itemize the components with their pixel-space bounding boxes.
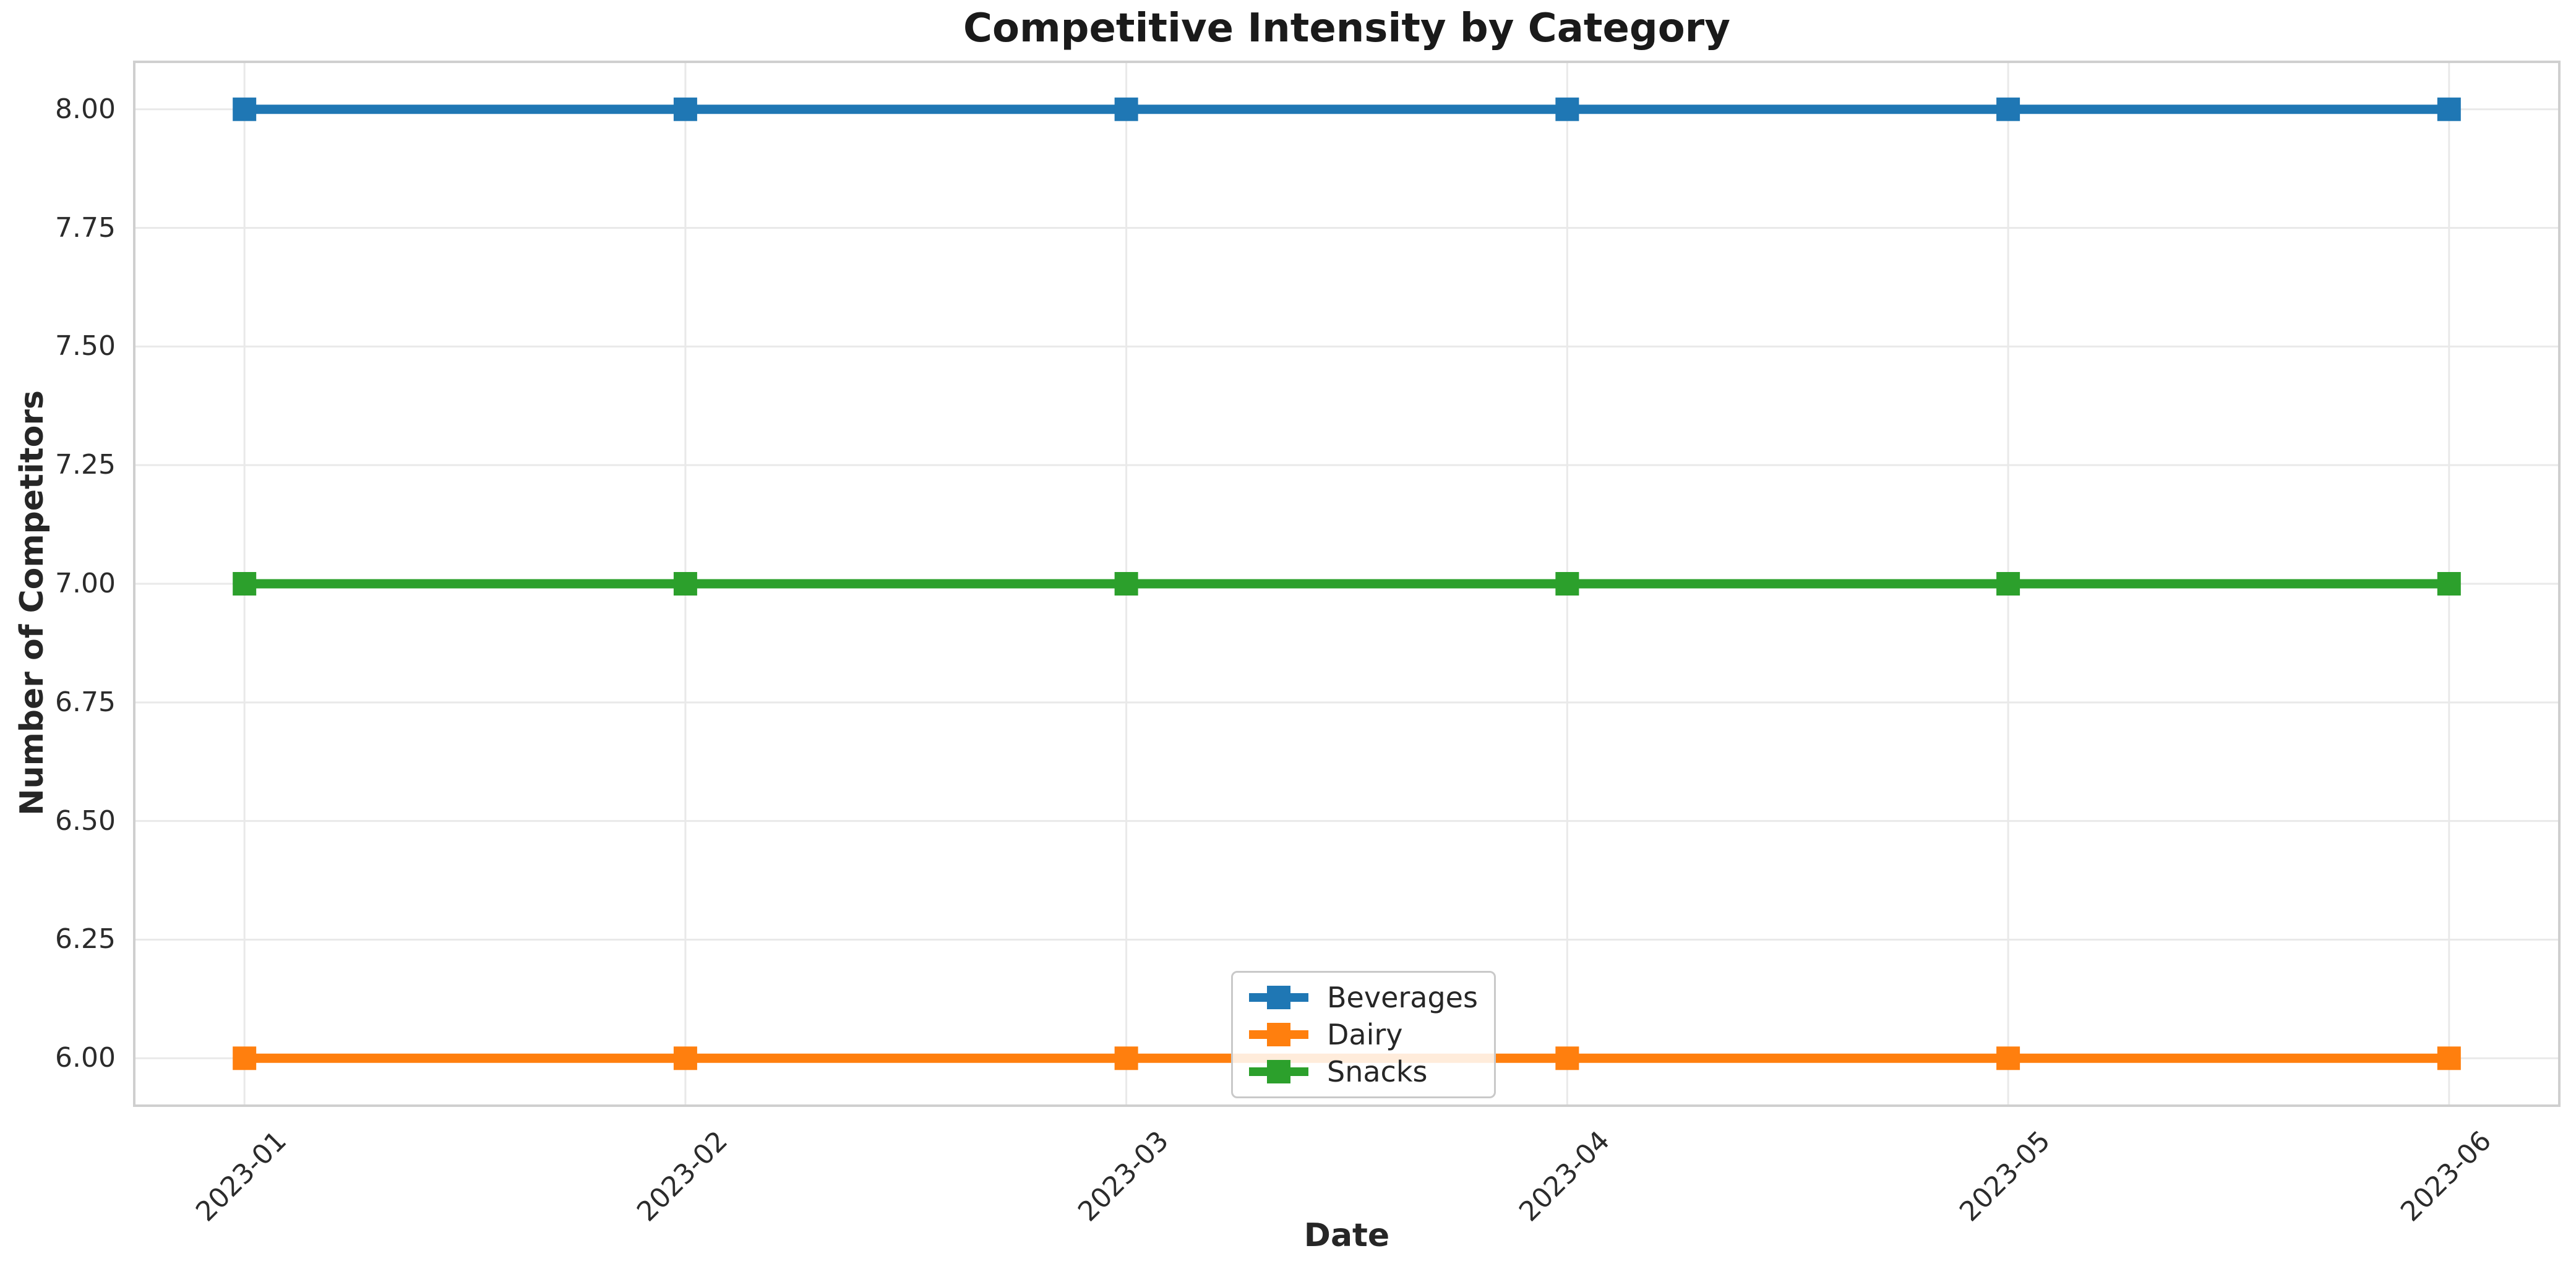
- legend-label: Dairy: [1327, 1018, 1403, 1051]
- legend: Beverages Dairy Snacks: [1231, 971, 1496, 1098]
- legend-line-marker-icon: [1249, 984, 1308, 1011]
- y-tick-label: 7.75: [55, 211, 116, 244]
- data-point-snacks-2023-06: [2437, 572, 2461, 596]
- y-tick-label: 6.00: [55, 1042, 116, 1074]
- legend-line-marker-icon: [1249, 1058, 1308, 1085]
- data-point-beverages-2023-04: [1555, 97, 1579, 121]
- data-point-dairy-2023-01: [233, 1046, 257, 1070]
- data-point-snacks-2023-05: [1996, 572, 2020, 596]
- plot-border: [133, 61, 2561, 1107]
- data-point-dairy-2023-04: [1555, 1046, 1579, 1070]
- data-point-snacks-2023-03: [1114, 572, 1138, 596]
- legend-label: Beverages: [1327, 981, 1478, 1014]
- data-point-dairy-2023-02: [673, 1046, 697, 1070]
- data-point-beverages-2023-06: [2437, 97, 2461, 121]
- data-point-beverages-2023-01: [233, 97, 257, 121]
- y-tick-label: 8.00: [55, 93, 116, 125]
- data-point-dairy-2023-05: [1996, 1046, 2020, 1070]
- y-tick-label: 6.75: [55, 686, 116, 718]
- y-tick-label: 7.25: [55, 449, 116, 481]
- data-point-dairy-2023-06: [2437, 1046, 2461, 1070]
- legend-item-dairy: Dairy: [1249, 1019, 1478, 1051]
- y-tick-label: 7.00: [55, 568, 116, 599]
- data-point-beverages-2023-05: [1996, 97, 2020, 121]
- data-point-dairy-2023-03: [1114, 1046, 1138, 1070]
- legend-item-beverages: Beverages: [1249, 981, 1478, 1014]
- data-point-snacks-2023-04: [1555, 572, 1579, 596]
- y-tick-label: 6.25: [55, 923, 116, 955]
- data-point-beverages-2023-02: [673, 97, 697, 121]
- x-axis-label: Date: [1303, 1217, 1390, 1254]
- data-point-snacks-2023-01: [233, 572, 257, 596]
- chart-title: Competitive Intensity by Category: [963, 6, 1730, 51]
- y-tick-label: 6.50: [55, 805, 116, 837]
- data-point-beverages-2023-03: [1114, 97, 1138, 121]
- y-tick-label: 7.50: [55, 330, 116, 362]
- legend-item-snacks: Snacks: [1249, 1056, 1478, 1088]
- legend-line-marker-icon: [1249, 1021, 1308, 1048]
- data-point-snacks-2023-02: [673, 572, 697, 596]
- legend-label: Snacks: [1327, 1055, 1428, 1088]
